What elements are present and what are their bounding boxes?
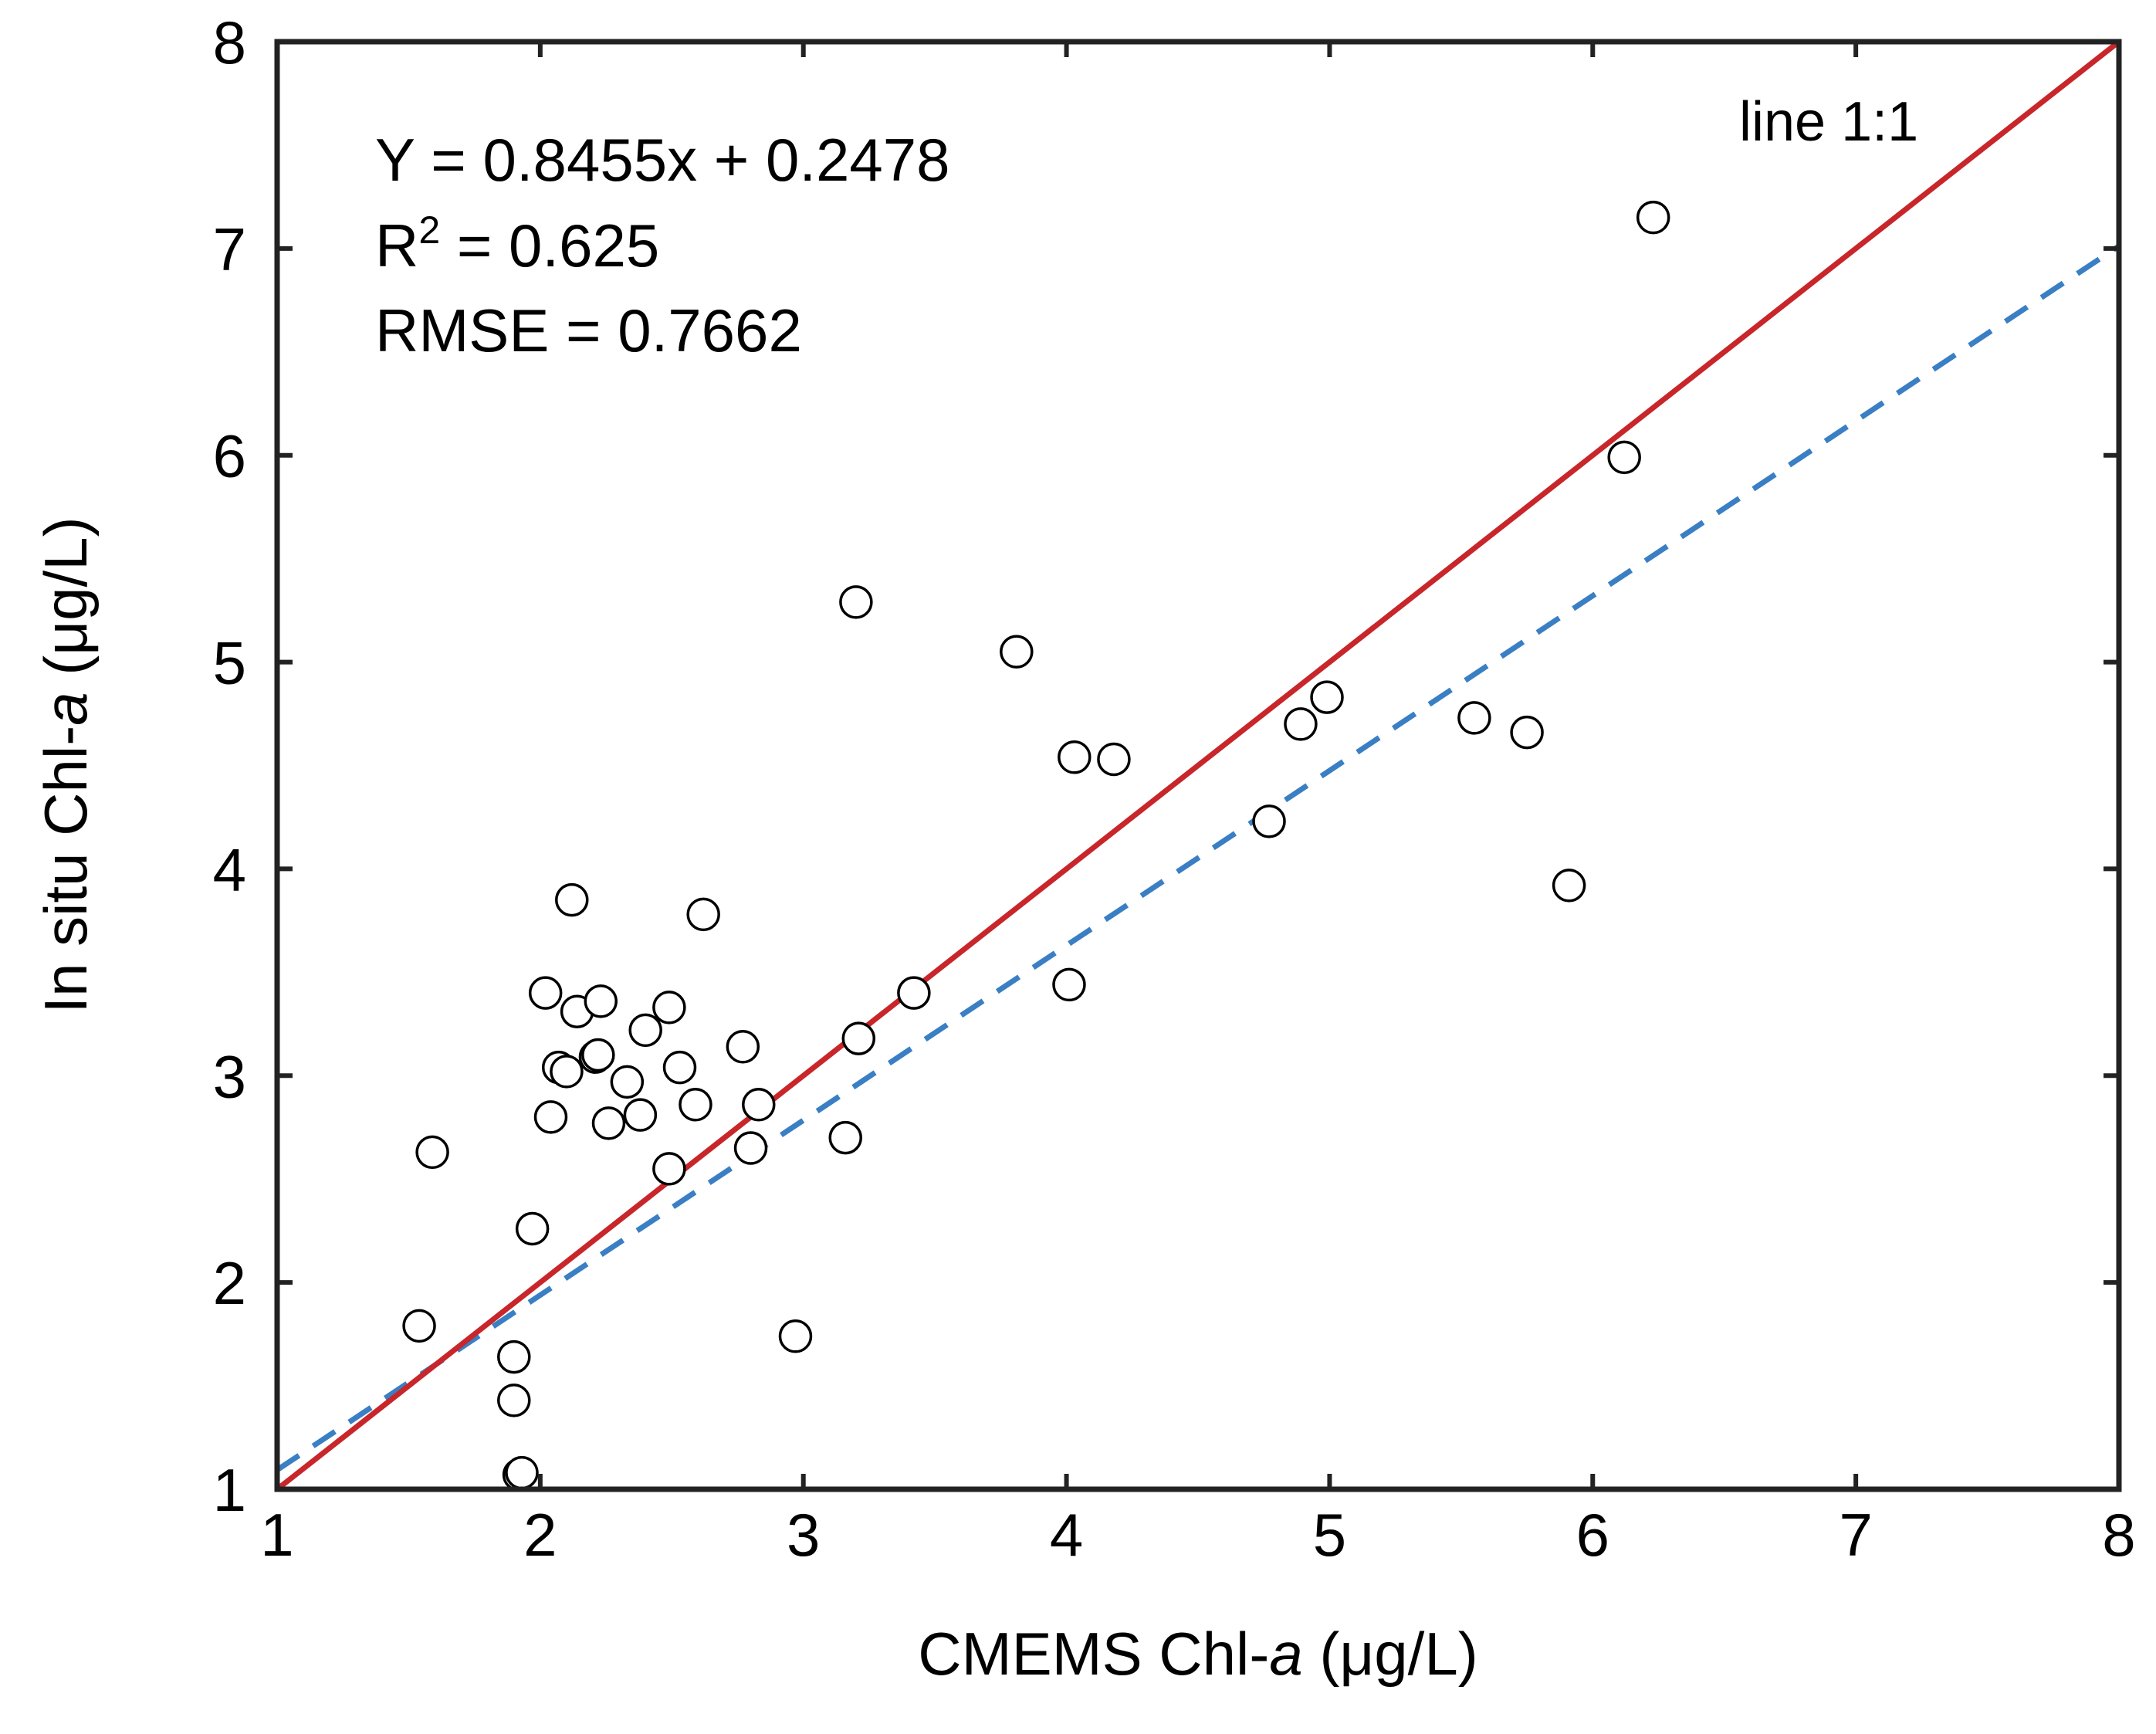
one-to-one-line — [277, 42, 2119, 1489]
x-tick-label: 6 — [1576, 1501, 1609, 1569]
data-point — [1284, 707, 1318, 741]
x-tick-label: 7 — [1839, 1501, 1872, 1569]
data-point — [652, 1152, 686, 1186]
data-point — [1636, 200, 1670, 235]
ticks-layer: 1 2 3 4 5 6 7 8 1 2 3 4 5 6 7 8 — [213, 8, 2136, 1569]
data-point — [778, 1319, 813, 1353]
y-tick-label: 2 — [213, 1249, 246, 1317]
r-squared-label: R2 = 0.625 — [375, 208, 659, 279]
data-point — [584, 984, 618, 1018]
x-tick-label: 3 — [787, 1501, 820, 1569]
data-point — [505, 1455, 539, 1490]
data-point — [828, 1120, 863, 1155]
data-point — [415, 1135, 449, 1170]
data-point — [1457, 701, 1491, 735]
data-point — [733, 1131, 768, 1165]
x-tick-label: 2 — [523, 1501, 557, 1569]
data-point — [652, 991, 686, 1024]
data-point — [1607, 440, 1641, 475]
y-tick-label: 4 — [213, 835, 246, 903]
data-point — [628, 1013, 662, 1048]
data-point — [497, 1339, 531, 1374]
data-point — [581, 1038, 615, 1072]
data-point — [742, 1088, 776, 1122]
data-point — [623, 1098, 658, 1132]
r-squared-value: = 0.625 — [440, 212, 659, 279]
x-tick-label: 5 — [1313, 1501, 1346, 1569]
regression-fit-line — [277, 243, 2119, 1472]
plot-frame — [274, 39, 2122, 1492]
x-tick-label: 4 — [1050, 1501, 1083, 1569]
data-point — [662, 1050, 697, 1085]
data-point — [1052, 967, 1086, 1002]
y-tick-label: 7 — [213, 215, 246, 283]
data-point — [1510, 715, 1544, 750]
data-point — [1252, 804, 1286, 838]
data-point — [610, 1065, 645, 1099]
rmse-label: RMSE = 0.7662 — [375, 296, 802, 364]
data-point — [528, 976, 563, 1010]
data-point — [839, 585, 873, 619]
data-point — [1097, 742, 1131, 777]
data-point — [897, 976, 931, 1010]
y-tick-label: 1 — [213, 1456, 246, 1524]
data-point — [402, 1309, 436, 1343]
data-point — [550, 1055, 584, 1089]
data-point — [1310, 680, 1344, 714]
data-point — [726, 1030, 760, 1064]
y-tick-label: 5 — [213, 629, 246, 697]
x-axis-title: CMEMS Chl-a (μg/L) — [918, 1620, 1477, 1688]
data-point — [841, 1021, 876, 1055]
data-point — [1058, 740, 1092, 774]
x-tick-label: 8 — [2102, 1501, 2135, 1569]
y-tick-label: 6 — [213, 422, 246, 490]
data-point — [497, 1383, 531, 1417]
y-tick-label: 3 — [213, 1042, 246, 1110]
y-axis-title: In situ Chl-a (μg/L) — [32, 516, 100, 1013]
x-tick-label: 1 — [260, 1501, 293, 1569]
data-point — [591, 1106, 626, 1140]
data-point — [686, 897, 720, 932]
line-1-1-label: line 1:1 — [1739, 91, 1918, 153]
data-point — [515, 1211, 550, 1246]
y-tick-label: 8 — [213, 8, 246, 76]
marks-layer — [277, 42, 2119, 1492]
data-point — [679, 1088, 712, 1122]
data-point — [1000, 635, 1034, 669]
r-squared-superscript: 2 — [418, 208, 440, 252]
data-point — [1552, 869, 1586, 903]
regression-equation: Y = 0.8455x + 0.2478 — [375, 126, 950, 194]
data-point — [533, 1100, 568, 1134]
r-squared-prefix: R — [375, 212, 418, 279]
data-point — [555, 882, 589, 917]
